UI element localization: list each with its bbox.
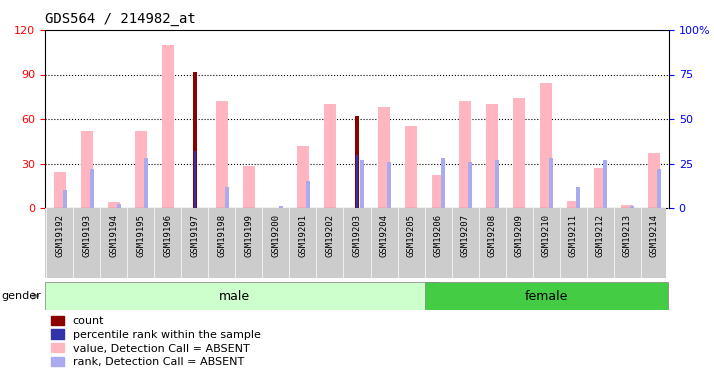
Bar <box>90 169 94 208</box>
Bar <box>387 162 391 208</box>
Text: GSM19196: GSM19196 <box>164 214 172 256</box>
Bar <box>441 158 445 208</box>
Bar <box>216 101 228 208</box>
Text: GSM19203: GSM19203 <box>353 214 361 256</box>
Bar <box>468 162 472 208</box>
Text: GSM19192: GSM19192 <box>56 214 64 256</box>
Bar <box>225 187 228 208</box>
Bar <box>360 160 364 208</box>
Text: GSM19214: GSM19214 <box>650 214 658 256</box>
Text: GSM19211: GSM19211 <box>568 214 578 256</box>
Legend: count, percentile rank within the sample, value, Detection Call = ABSENT, rank, : count, percentile rank within the sample… <box>51 315 261 368</box>
Bar <box>356 116 358 208</box>
Text: GSM19205: GSM19205 <box>406 214 416 256</box>
Bar <box>540 83 552 208</box>
Text: gender: gender <box>1 291 41 301</box>
Bar <box>162 45 174 208</box>
Bar <box>549 158 553 208</box>
Text: GSM19198: GSM19198 <box>218 214 226 256</box>
Text: GSM19208: GSM19208 <box>488 214 496 256</box>
Text: GSM19193: GSM19193 <box>82 214 91 256</box>
Text: GSM19204: GSM19204 <box>380 214 388 256</box>
Bar <box>567 201 579 208</box>
Text: GSM19210: GSM19210 <box>542 214 550 256</box>
Bar <box>63 190 66 208</box>
Bar <box>193 72 196 208</box>
Text: GSM19209: GSM19209 <box>515 214 523 256</box>
Text: GSM19199: GSM19199 <box>244 214 253 256</box>
Bar <box>405 126 417 208</box>
Text: GSM19201: GSM19201 <box>298 214 308 256</box>
Bar <box>108 202 120 208</box>
Bar <box>594 168 606 208</box>
Bar <box>45 282 438 310</box>
Bar <box>648 153 660 208</box>
Bar <box>243 166 255 208</box>
Bar <box>459 101 471 208</box>
Bar <box>513 98 526 208</box>
Bar <box>576 187 580 208</box>
Bar <box>432 176 444 208</box>
Text: GDS564 / 214982_at: GDS564 / 214982_at <box>45 12 196 26</box>
Text: GSM19200: GSM19200 <box>271 214 281 256</box>
Bar <box>630 206 634 208</box>
Bar <box>324 104 336 208</box>
Bar <box>116 204 121 208</box>
Text: female: female <box>524 290 568 303</box>
Bar <box>657 169 661 208</box>
Bar <box>297 146 309 208</box>
Text: male: male <box>218 290 250 303</box>
Text: GSM19206: GSM19206 <box>433 214 443 256</box>
Bar <box>306 181 310 208</box>
Bar <box>135 131 147 208</box>
Bar <box>144 158 148 208</box>
Bar <box>495 160 499 208</box>
Text: GSM19212: GSM19212 <box>595 214 605 256</box>
Bar <box>603 160 607 208</box>
Bar <box>278 206 283 208</box>
Text: GSM19195: GSM19195 <box>136 214 146 256</box>
Text: GSM19213: GSM19213 <box>623 214 632 256</box>
Bar <box>193 151 196 208</box>
Bar <box>356 154 358 208</box>
Text: GSM19202: GSM19202 <box>326 214 334 256</box>
Text: GSM19207: GSM19207 <box>461 214 470 256</box>
Bar <box>378 107 390 208</box>
Bar <box>425 282 668 310</box>
Text: GSM19197: GSM19197 <box>191 214 199 256</box>
Text: GSM19194: GSM19194 <box>109 214 119 256</box>
Bar <box>54 172 66 208</box>
Bar <box>486 104 498 208</box>
Bar <box>621 205 633 208</box>
Bar <box>81 131 93 208</box>
